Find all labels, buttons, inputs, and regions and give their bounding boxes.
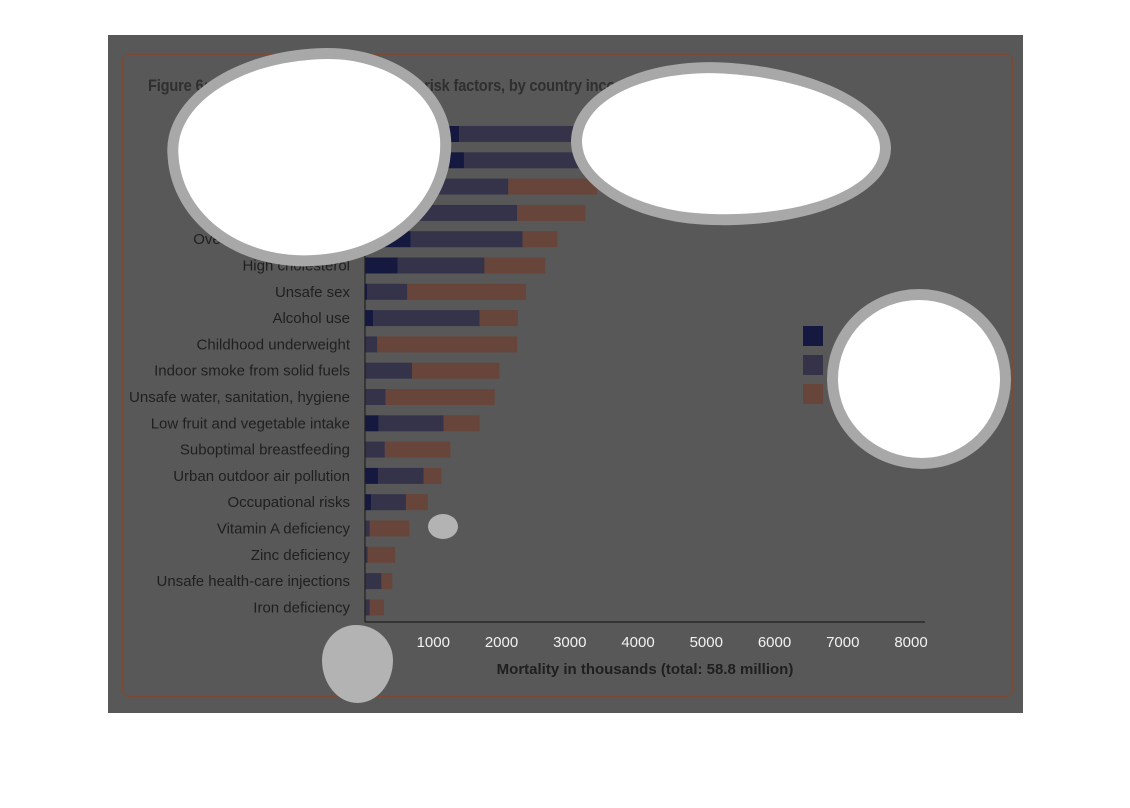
bar-childhood-underweight-middle-income (365, 336, 378, 353)
x-tick-label-6000: 6000 (758, 634, 791, 651)
x-tick-label-1000: 1000 (417, 634, 450, 651)
legend-swatch-middle-income (803, 355, 823, 375)
bar-low-fruit-and-vegetable-intake-middle-income (378, 415, 444, 432)
bar-vitamin-a-deficiency-low-income (369, 520, 410, 537)
category-label-occupational-risks: Occupational risks (227, 494, 350, 511)
bar-occupational-risks-middle-income (371, 494, 406, 511)
x-tick-label-7000: 7000 (826, 634, 859, 651)
bar-high-cholesterol-low-income (484, 257, 546, 274)
x-tick-label-2000: 2000 (485, 634, 518, 651)
category-label-zinc-deficiency: Zinc deficiency (251, 547, 351, 564)
category-label-suboptimal-breastfeeding: Suboptimal breastfeeding (180, 442, 350, 459)
bar-iron-deficiency-low-income (369, 599, 385, 616)
category-label-unsafe-sex: Unsafe sex (275, 284, 351, 301)
bar-low-fruit-and-vegetable-intake-low-income (443, 415, 480, 432)
annotation-dot-large (322, 625, 393, 703)
category-label-unsafe-water-sanitation-hygiene: Unsafe water, sanitation, hygiene (129, 389, 350, 406)
category-label-urban-outdoor-air-pollution: Urban outdoor air pollution (173, 468, 350, 485)
bar-unsafe-sex-high-income (365, 283, 368, 300)
bar-iron-deficiency-middle-income (365, 599, 370, 616)
legend-swatch-low-income (803, 384, 823, 404)
bar-high-cholesterol-middle-income (397, 257, 485, 274)
bar-vitamin-a-deficiency-middle-income (365, 520, 370, 537)
bar-physical-inactivity-middle-income (406, 204, 518, 221)
bar-occupational-risks-low-income (405, 494, 428, 511)
bar-high-cholesterol-high-income (365, 257, 398, 274)
category-label-unsafe-health-care-injections: Unsafe health-care injections (157, 573, 350, 590)
bar-zinc-deficiency-middle-income (365, 546, 368, 563)
bar-unsafe-water-sanitation-hygiene-middle-income (365, 389, 386, 405)
bar-suboptimal-breastfeeding-low-income (384, 441, 451, 458)
category-label-iron-deficiency: Iron deficiency (253, 599, 350, 616)
bar-alcohol-use-low-income (479, 310, 518, 327)
bar-alcohol-use-middle-income (373, 310, 480, 327)
bar-zinc-deficiency-low-income (367, 546, 396, 563)
annotation-blob-right (838, 300, 1000, 458)
bar-unsafe-sex-low-income (407, 283, 527, 300)
bar-urban-outdoor-air-pollution-middle-income (377, 467, 424, 484)
bar-unsafe-health-care-injections-low-income (381, 573, 393, 590)
x-tick-label-8000: 8000 (894, 634, 927, 651)
annotation-dot-small (428, 514, 458, 539)
bar-suboptimal-breastfeeding-middle-income (365, 441, 385, 458)
bar-overweight-and-obesity-low-income (522, 231, 558, 248)
bar-high-blood-glucose-low-income (508, 178, 598, 195)
legend-swatch-high-income (803, 326, 823, 346)
x-tick-label-4000: 4000 (621, 634, 654, 651)
bar-occupational-risks-high-income (365, 494, 372, 511)
bar-low-fruit-and-vegetable-intake-high-income (365, 415, 379, 432)
x-axis-label: Mortality in thousands (total: 58.8 mill… (497, 661, 794, 678)
bar-indoor-smoke-from-solid-fuels-middle-income (365, 362, 413, 379)
x-tick-label-3000: 3000 (553, 634, 586, 651)
x-tick-label-5000: 5000 (690, 634, 723, 651)
bar-unsafe-water-sanitation-hygiene-low-income (385, 389, 495, 405)
category-label-indoor-smoke-from-solid-fuels: Indoor smoke from solid fuels (154, 363, 350, 380)
bar-alcohol-use-high-income (365, 310, 374, 327)
category-label-high-cholesterol: High cholesterol (242, 258, 350, 275)
category-label-low-fruit-and-vegetable-intake: Low fruit and vegetable intake (151, 415, 350, 432)
bar-indoor-smoke-from-solid-fuels-low-income (412, 362, 500, 379)
figure-panel (122, 54, 1013, 697)
bar-unsafe-health-care-injections-middle-income (365, 573, 382, 590)
bar-unsafe-sex-middle-income (367, 283, 408, 300)
category-label-childhood-underweight: Childhood underweight (197, 336, 351, 353)
bar-childhood-underweight-low-income (377, 336, 518, 353)
category-label-vitamin-a-deficiency: Vitamin A deficiency (217, 521, 351, 538)
bar-physical-inactivity-low-income (517, 204, 586, 221)
category-label-alcohol-use: Alcohol use (272, 310, 350, 327)
bar-urban-outdoor-air-pollution-high-income (365, 467, 378, 484)
bar-overweight-and-obesity-middle-income (410, 231, 523, 248)
x-axis: 010002000300040005000600070008000Mortali… (361, 124, 928, 678)
bar-urban-outdoor-air-pollution-low-income (423, 467, 442, 484)
